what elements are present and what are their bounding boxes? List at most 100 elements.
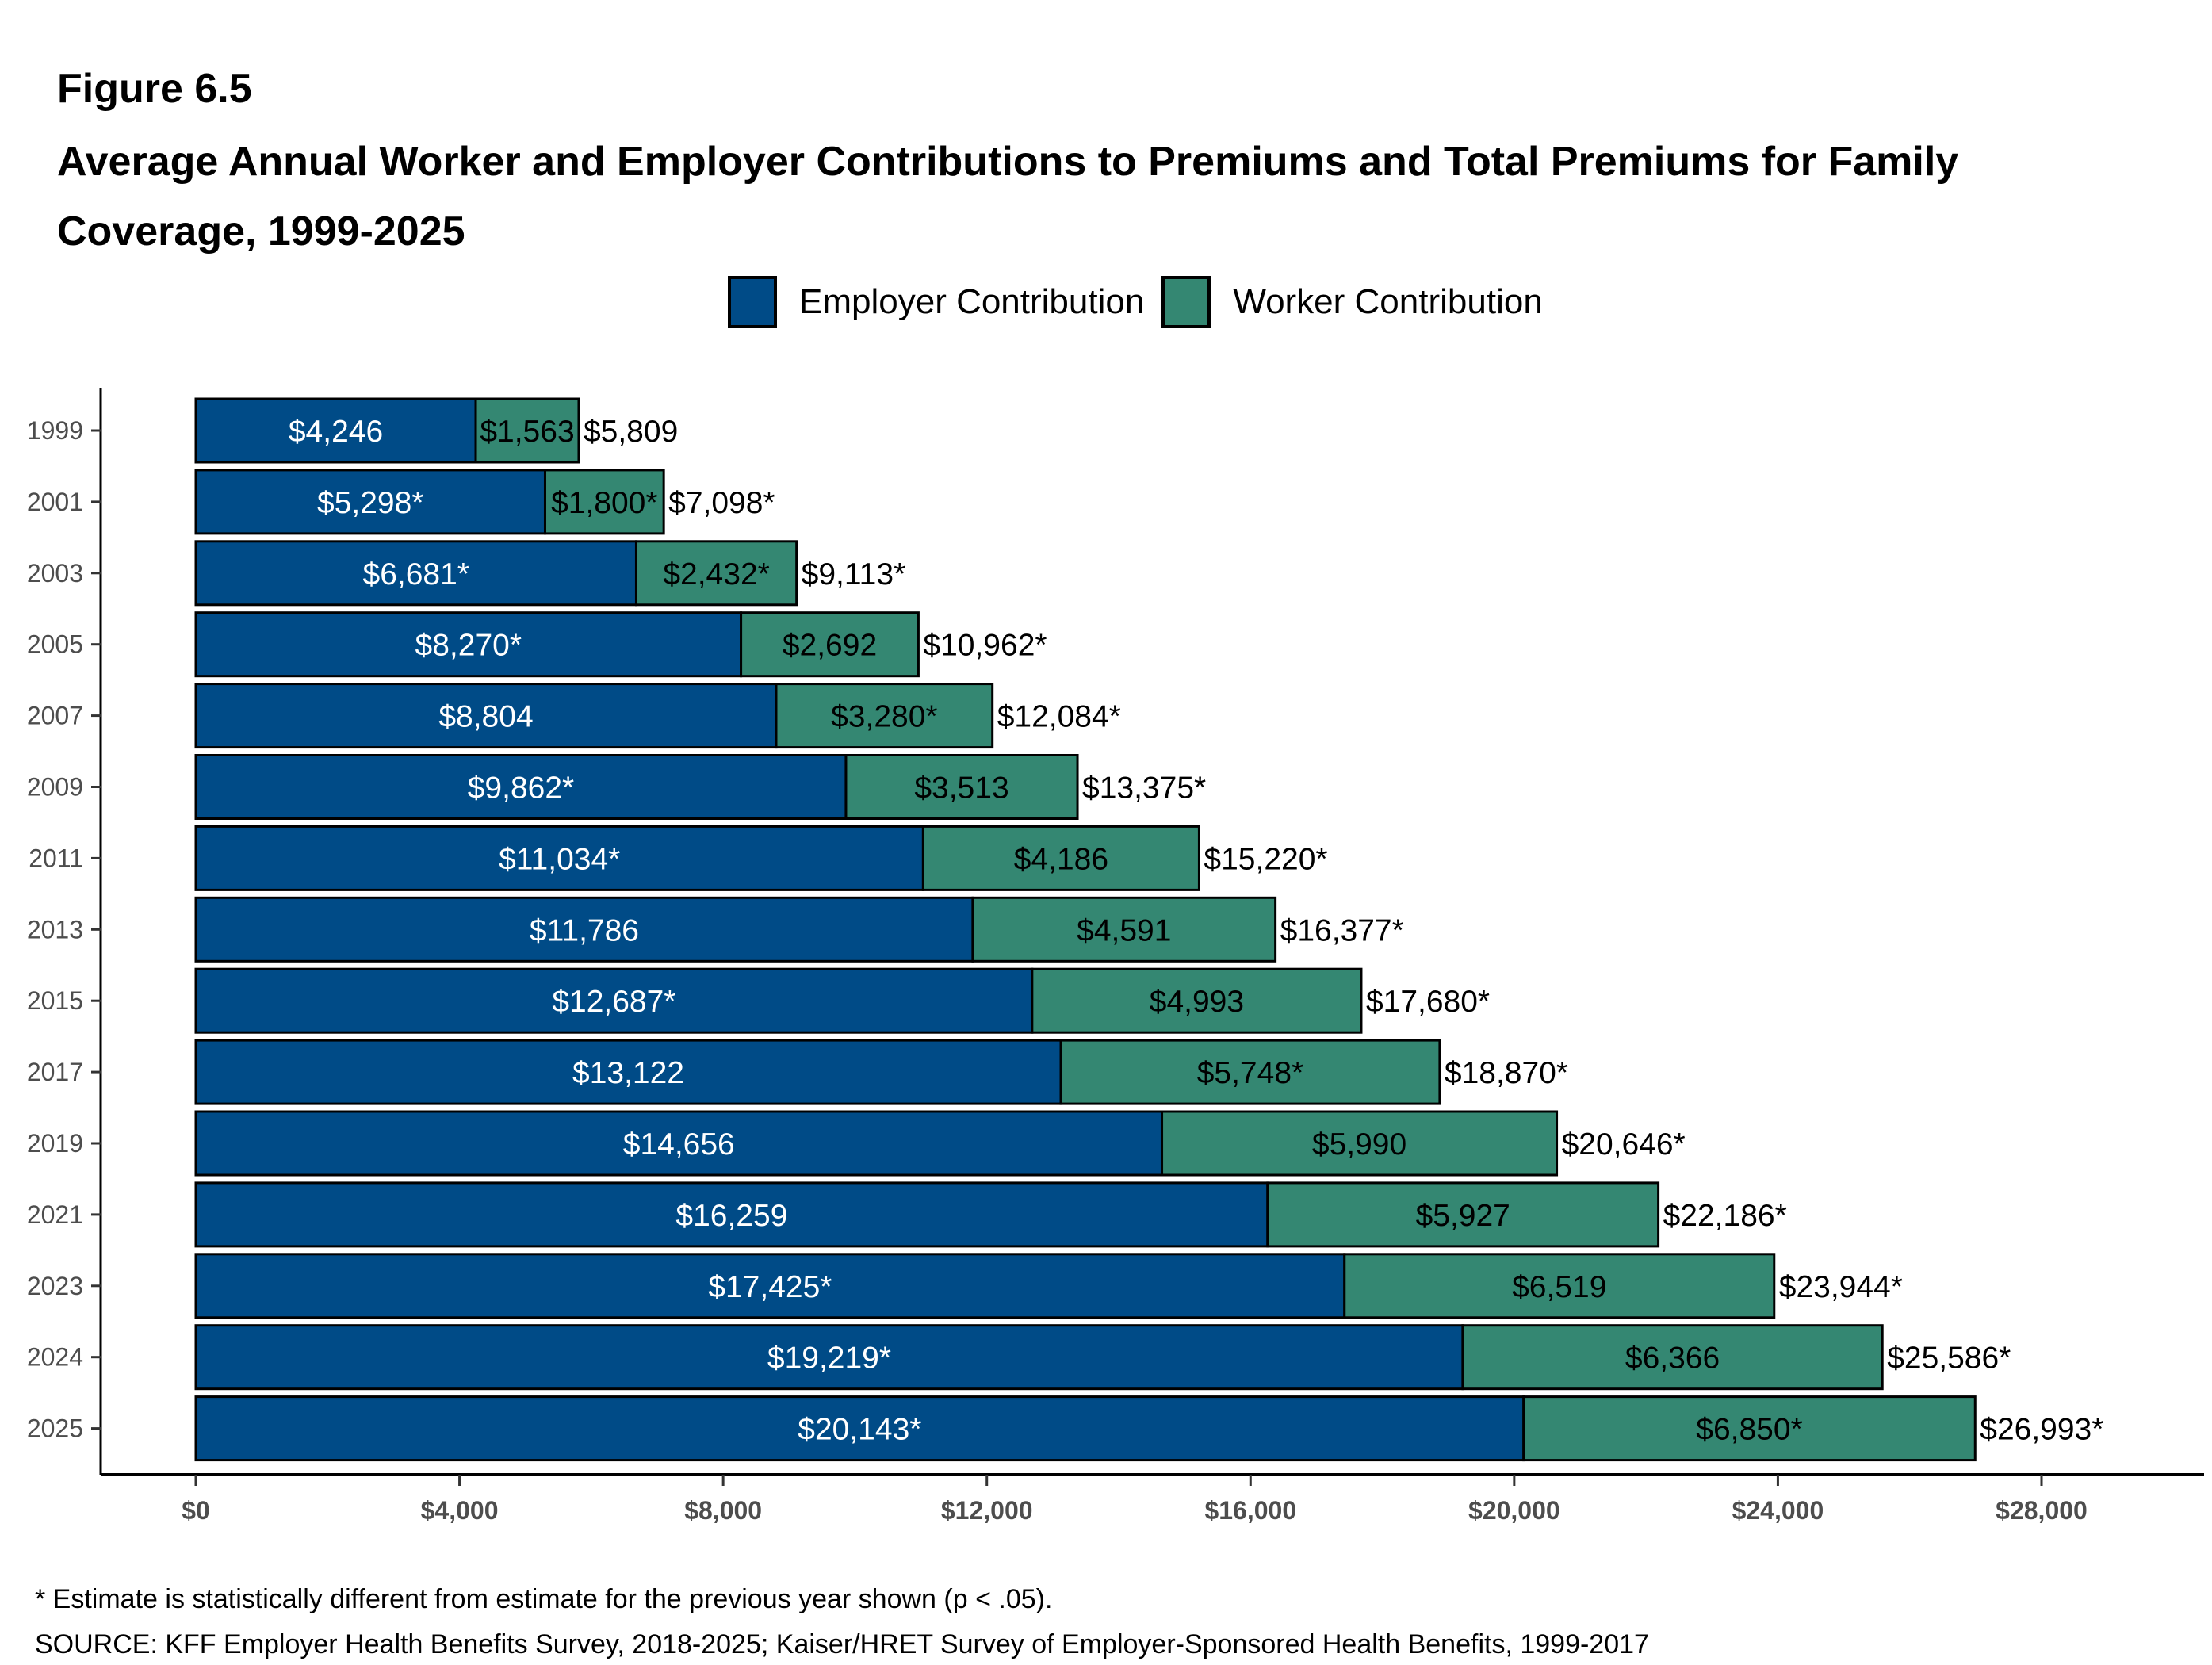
data-label-total: $5,809 <box>584 415 678 449</box>
y-tick-label: 2023 <box>27 1272 83 1300</box>
bar-worker <box>1343 1253 1776 1319</box>
y-tick-label: 2025 <box>27 1414 83 1443</box>
chart-title: Average Annual Worker and Employer Contr… <box>57 139 1959 255</box>
data-label-worker: $3,280* <box>831 700 937 734</box>
data-label-worker: $5,748* <box>1197 1056 1303 1090</box>
data-label-total: $20,646* <box>1562 1127 1686 1162</box>
bar-worker <box>775 683 994 749</box>
data-label-total: $10,962* <box>923 629 1047 663</box>
data-label-employer: $13,122 <box>572 1056 684 1090</box>
data-label-worker: $1,800* <box>551 486 657 520</box>
bar-worker <box>1461 1324 1884 1391</box>
figure-label: Figure 6.5 <box>57 66 252 112</box>
data-label-total: $12,084* <box>997 700 1121 734</box>
data-label-employer: $17,425* <box>708 1270 832 1304</box>
bar-employer <box>194 1039 1062 1105</box>
data-label-total: $9,113* <box>802 557 906 591</box>
bar-worker <box>634 540 798 607</box>
data-label-employer: $6,681* <box>363 557 469 591</box>
data-label-employer: $8,270* <box>415 629 522 663</box>
data-label-total: $15,220* <box>1204 842 1327 876</box>
data-label-total: $26,993* <box>1980 1413 2103 1447</box>
bar-employer <box>194 754 848 820</box>
data-label-employer: $14,656 <box>623 1127 735 1162</box>
data-label-worker: $3,513 <box>914 771 1008 806</box>
data-label-employer: $19,219* <box>767 1342 891 1376</box>
x-tick-label: $12,000 <box>941 1496 1033 1525</box>
data-label-worker: $4,993 <box>1150 985 1244 1019</box>
data-label-employer: $12,687* <box>552 985 675 1019</box>
data-label-worker: $4,591 <box>1077 913 1171 947</box>
bar-employer <box>194 611 743 678</box>
bar-worker <box>1059 1039 1441 1105</box>
legend-label-worker: Worker Contribution <box>1233 282 1543 321</box>
data-label-total: $22,186* <box>1663 1199 1787 1233</box>
data-label-worker: $4,186 <box>1014 842 1108 876</box>
x-tick-label: $8,000 <box>684 1496 762 1525</box>
bar-worker <box>921 825 1200 891</box>
data-label-worker: $5,990 <box>1312 1127 1406 1162</box>
bar-worker <box>1031 967 1363 1034</box>
x-tick-label: $0 <box>182 1496 210 1525</box>
data-label-employer: $16,259 <box>675 1199 787 1233</box>
bar-worker <box>474 397 580 464</box>
data-label-employer: $8,804 <box>438 700 533 734</box>
data-label-total: $16,377* <box>1280 913 1404 947</box>
bar-employer <box>194 967 1034 1034</box>
y-tick-label: 2009 <box>27 773 83 802</box>
bar-worker <box>1266 1181 1660 1248</box>
bar-employer <box>194 1324 1464 1391</box>
data-label-worker: $5,927 <box>1416 1199 1510 1233</box>
footnote-source: SOURCE: KFF Employer Health Benefits Sur… <box>35 1629 1649 1659</box>
data-label-employer: $5,298* <box>317 486 423 520</box>
x-tick-label: $4,000 <box>421 1496 499 1525</box>
data-label-total: $23,944* <box>1779 1270 1903 1304</box>
y-tick-label: 2013 <box>27 915 83 944</box>
bar-worker <box>1161 1110 1559 1177</box>
data-label-worker: $6,366 <box>1625 1342 1720 1376</box>
y-tick-label: 2024 <box>27 1343 83 1372</box>
x-tick-label: $24,000 <box>1732 1496 1824 1525</box>
data-label-worker: $2,432* <box>663 557 769 591</box>
data-label-total: $7,098* <box>668 486 775 520</box>
bar-worker <box>543 469 665 535</box>
footnote-significance: * Estimate is statistically different fr… <box>35 1584 1053 1614</box>
data-label-total: $18,870* <box>1445 1056 1568 1090</box>
bar-employer <box>194 825 924 891</box>
bar-employer <box>194 896 974 963</box>
bar-worker <box>1522 1395 1977 1462</box>
legend-swatch-worker <box>1161 276 1211 328</box>
data-label-worker: $2,692 <box>783 629 877 663</box>
data-label-employer: $11,034* <box>499 842 620 876</box>
y-tick-label: 2003 <box>27 559 83 588</box>
data-label-total: $25,586* <box>1887 1342 2011 1376</box>
data-label-employer: $9,862* <box>468 771 574 806</box>
bar-employer <box>194 469 546 535</box>
data-label-worker: $6,519 <box>1512 1270 1606 1304</box>
bar-employer <box>194 1395 1525 1462</box>
data-label-worker: $1,563 <box>480 415 574 449</box>
x-tick-label: $20,000 <box>1468 1496 1560 1525</box>
bar-worker <box>844 754 1079 820</box>
y-tick-label: 2007 <box>27 702 83 730</box>
y-tick-label: 1999 <box>27 416 83 445</box>
y-tick-label: 2001 <box>27 488 83 516</box>
legend-swatch-employer <box>728 276 777 328</box>
data-label-employer: $11,786 <box>530 913 639 947</box>
x-tick-label: $16,000 <box>1204 1496 1296 1525</box>
bar-employer <box>194 1181 1269 1248</box>
y-tick-label: 2017 <box>27 1058 83 1086</box>
legend: Employer Contribution Worker Contributio… <box>728 276 1560 328</box>
y-tick-label: 2019 <box>27 1129 83 1158</box>
bar-worker <box>740 611 920 678</box>
y-tick-label: 2005 <box>27 630 83 659</box>
data-label-employer: $4,246 <box>289 415 383 449</box>
y-tick-label: 2011 <box>29 844 83 872</box>
bar-employer <box>194 1110 1164 1177</box>
data-label-worker: $6,850* <box>1696 1413 1802 1447</box>
data-label-employer: $20,143* <box>798 1413 921 1447</box>
y-tick-label: 2021 <box>27 1200 83 1229</box>
bar-worker <box>971 896 1277 963</box>
y-tick-label: 2015 <box>27 986 83 1015</box>
bar-employer <box>194 397 477 464</box>
